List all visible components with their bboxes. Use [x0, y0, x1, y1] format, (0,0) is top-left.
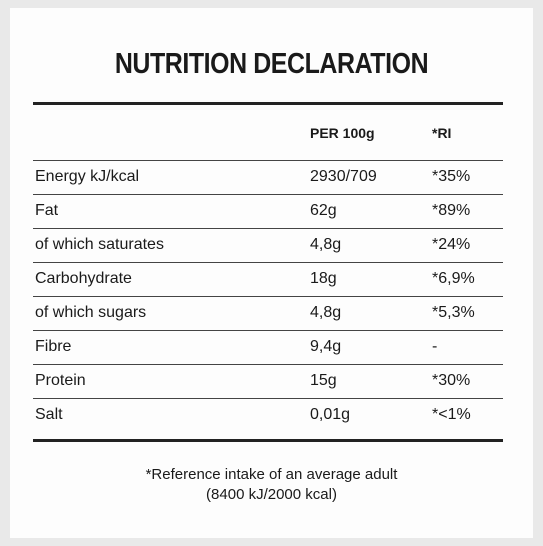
row-rule [33, 296, 503, 297]
ri-value: *<1% [432, 406, 471, 423]
footnote-line: (8400 kJ/2000 kcal) [206, 486, 337, 503]
nutrient-name: Carbohydrate [35, 270, 132, 287]
row-rule [33, 228, 503, 229]
per-100g-value: 9,4g [310, 338, 342, 355]
nutrient-name: of which sugars [35, 304, 147, 321]
column-header: *RI [432, 125, 452, 141]
row-rule [33, 262, 503, 263]
row-rule [33, 398, 503, 399]
title: NUTRITION DECLARATION [114, 48, 429, 80]
ri-value: *30% [432, 372, 471, 389]
ri-value: *5,3% [432, 304, 475, 321]
title-rule [33, 102, 503, 105]
panel [10, 8, 533, 538]
row-rule [33, 364, 503, 365]
table-end-rule [33, 439, 503, 442]
ri-value: - [432, 338, 438, 355]
per-100g-value: 62g [310, 202, 337, 219]
ri-value: *6,9% [432, 270, 475, 287]
nutrient-name: of which saturates [35, 236, 164, 253]
nutrient-name: Fibre [35, 338, 72, 355]
ri-value: *24% [432, 236, 471, 253]
ri-value: *35% [432, 168, 471, 185]
nutrient-name: Protein [35, 372, 86, 389]
per-100g-value: 4,8g [310, 236, 342, 253]
per-100g-value: 0,01g [310, 406, 351, 423]
nutrient-name: Salt [35, 406, 63, 423]
per-100g-value: 15g [310, 372, 337, 389]
row-rule [33, 160, 503, 161]
nutrient-name: Energy kJ/kcal [35, 168, 140, 185]
per-100g-value: 2930/709 [310, 168, 377, 185]
per-100g-value: 4,8g [310, 304, 342, 321]
row-rule [33, 330, 503, 331]
row-rule [33, 194, 503, 195]
ri-value: *89% [432, 202, 471, 219]
per-100g-value: 18g [310, 270, 337, 287]
nutrient-name: Fat [35, 202, 59, 219]
column-header: PER 100g [310, 125, 375, 141]
footnote-line: *Reference intake of an average adult [145, 466, 398, 483]
